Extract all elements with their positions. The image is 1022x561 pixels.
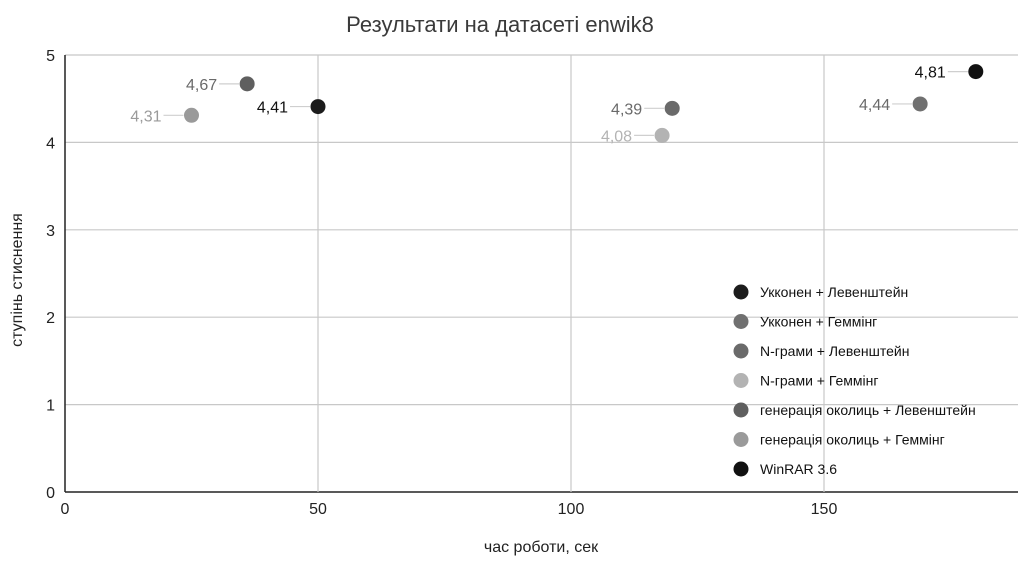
- legend-marker: [733, 314, 749, 329]
- x-tick-label: 0: [61, 501, 70, 518]
- y-tick-label: 4: [46, 135, 55, 152]
- legend-entry: генерація околиць + Левенштейн: [760, 402, 976, 418]
- legend-marker: [733, 343, 749, 359]
- data-label: 4,31: [130, 108, 161, 125]
- data-point: [664, 100, 680, 116]
- y-tick-label: 1: [46, 398, 55, 415]
- data-label: 4,67: [186, 77, 217, 94]
- grid-lines: [64, 54, 1018, 493]
- legend-entry: N-грами + Левенштейн: [760, 343, 909, 359]
- legend-entry: генерація околиць + Геммінг: [760, 432, 945, 448]
- legend-marker: [733, 284, 749, 300]
- data-point: [239, 76, 255, 92]
- legend-marker: [733, 461, 749, 477]
- data-point: [912, 96, 928, 112]
- y-tick-label: 3: [46, 223, 55, 240]
- data-point: [310, 99, 326, 115]
- data-label: 4,39: [611, 101, 642, 118]
- x-tick-label: 100: [558, 501, 585, 518]
- legend-marker: [733, 402, 749, 418]
- data-point: [968, 64, 984, 80]
- legend-marker: [733, 373, 749, 388]
- legend-entry: Укконен + Левенштейн: [760, 284, 908, 300]
- data-label: 4,44: [859, 97, 890, 114]
- chart-title: Результати на датасеті enwik8: [346, 12, 654, 37]
- legend-entry: N-грами + Геммінг: [760, 373, 878, 389]
- x-tick-label: 150: [811, 501, 838, 518]
- y-tick-label: 0: [46, 485, 55, 502]
- y-tick-label: 5: [46, 48, 55, 65]
- legend-entry: Укконен + Геммінг: [760, 314, 877, 330]
- data-point: [654, 127, 670, 143]
- y-tick-label: 2: [46, 310, 55, 327]
- legend-entry: WinRAR 3.6: [760, 461, 837, 477]
- data-label: 4,81: [915, 65, 946, 82]
- legend-marker: [733, 432, 749, 447]
- data-point: [184, 107, 199, 123]
- x-tick-label: 50: [309, 501, 327, 518]
- data-points: 4,41 4,44 4,39 4,08 4,67 4,31 4,81: [130, 64, 984, 145]
- data-label: 4,08: [601, 128, 632, 145]
- data-label: 4,41: [257, 100, 288, 117]
- x-axis-label: час роботи, сек: [484, 539, 599, 556]
- legend: Укконен + Левенштейн Укконен + Геммінг N-г…: [733, 284, 976, 477]
- y-axis-label: ступінь стиснення: [9, 213, 26, 347]
